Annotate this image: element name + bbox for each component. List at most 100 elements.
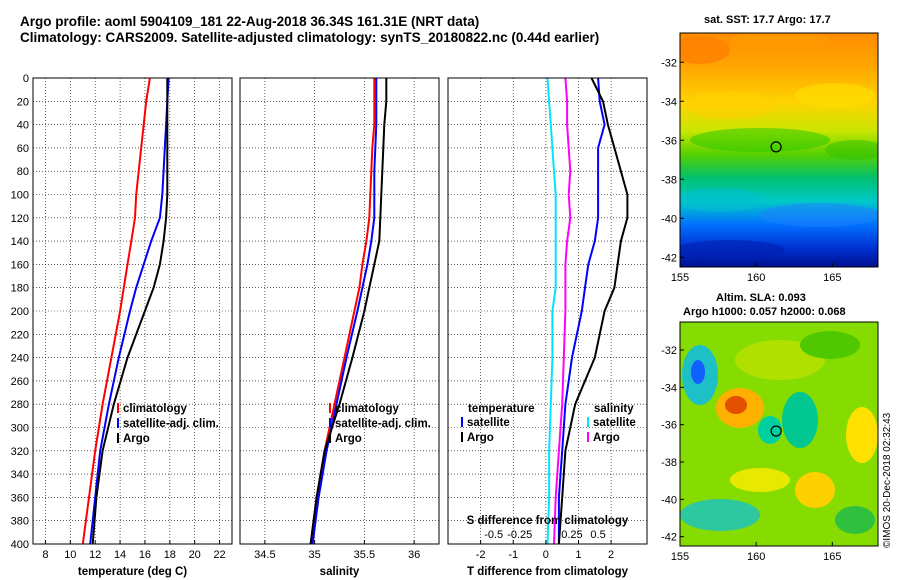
temperature-xtick-label-0: 8 [42, 549, 48, 561]
temperature-legend-label-2: Argo [123, 433, 150, 445]
diff-salinity-legend-label-0: satellite [593, 417, 636, 429]
depth-label-3: 60 [17, 143, 29, 155]
depth-label-4: 80 [17, 166, 29, 178]
depth-label-16: 320 [11, 446, 29, 458]
difference-series-2 [546, 77, 557, 545]
difference-xtick-label-2: 0 [543, 549, 549, 561]
salinity-panel: 34.5 35 35.5 36 salinity [239, 77, 440, 578]
depth-label-0: 0 [23, 73, 29, 85]
sla-patches [680, 331, 878, 534]
sst-frame [679, 32, 879, 268]
sla-ytick-label-5: -42 [661, 532, 677, 544]
difference-series-0 [557, 77, 606, 544]
depth-label-2: 40 [17, 120, 29, 132]
sst-ytick-label-0: -32 [661, 57, 677, 69]
temperature-legend-label-0: climatology [123, 403, 188, 415]
temperature-series-2 [91, 78, 169, 545]
difference-frame [447, 77, 648, 545]
temperature-xtick-label-4: 16 [139, 549, 151, 561]
diff-temperature-legend-label-0: satellite [467, 417, 510, 429]
diff-s-tick-label-2: 0.25 [561, 529, 582, 541]
temperature-series-0 [81, 77, 151, 545]
salinity-xtick-label-0: 34.5 [254, 549, 275, 561]
difference-xlabel: T difference from climatology [467, 566, 629, 578]
depth-label-7: 140 [11, 236, 29, 248]
sla-map: 155 160 165 -32 -34 -36 -38 -40 -42 [661, 321, 879, 563]
temperature-xtick-label-1: 10 [64, 549, 76, 561]
diff-legend-temperature-title: temperature [468, 403, 534, 415]
diff-s-tick-label-0: -0.5 [484, 529, 503, 541]
sla-ytick-label-2: -36 [661, 420, 677, 432]
salinity-xlabel: salinity [320, 566, 360, 578]
diff-s-tick-label-1: -0.25 [507, 529, 532, 541]
temperature-series-1 [89, 77, 170, 545]
temperature-xtick-label-7: 22 [213, 549, 225, 561]
sla-argo-marker [770, 425, 782, 437]
diff-top-xlabel: S difference from climatology [467, 515, 629, 527]
temperature-xtick-label-2: 12 [89, 549, 101, 561]
depth-label-18: 360 [11, 492, 29, 504]
salinity-frame [239, 77, 440, 545]
difference-xtick-label-0: -2 [476, 549, 486, 561]
depth-label-10: 200 [11, 306, 29, 318]
depth-label-6: 120 [11, 213, 29, 225]
depth-label-14: 280 [11, 399, 29, 411]
sla-xtick-label-1: 160 [747, 551, 765, 563]
temperature-xtick-label-3: 14 [114, 549, 126, 561]
sla-ytick-label-0: -32 [661, 345, 677, 357]
sst-xtick-label-2: 165 [823, 272, 841, 284]
depth-label-9: 180 [11, 283, 29, 295]
temperature-frame [32, 77, 233, 545]
depth-label-20: 400 [11, 539, 29, 551]
sla-frame [679, 321, 879, 547]
temperature-xtick-label-6: 20 [189, 549, 201, 561]
sst-ytick-label-5: -42 [661, 252, 677, 264]
sst-axes: 155 160 165 -32 -34 -36 -38 -40 -42 [661, 57, 841, 284]
depth-label-12: 240 [11, 353, 29, 365]
sla-ytick-label-4: -40 [661, 494, 677, 506]
difference-panel: -2 -1 0 1 2 T difference from climatology [447, 77, 648, 578]
sla-xtick-label-0: 155 [671, 551, 689, 563]
salinity-xtick-label-1: 35 [309, 549, 321, 561]
depth-label-11: 220 [11, 329, 29, 341]
depth-label-1: 20 [17, 96, 29, 108]
salinity-legend-label-1: satellite-adj. clim. [335, 418, 431, 430]
diff-s-tick-label-3: 0.5 [590, 529, 605, 541]
salinity-series-2 [309, 78, 388, 545]
salinity-legend-label-0: climatology [335, 403, 400, 415]
temperature-legend-label-1: satellite-adj. clim. [123, 418, 219, 430]
depth-label-5: 100 [11, 190, 29, 202]
diff-temperature-legend-label-1: Argo [467, 432, 494, 444]
temperature-xlabel: temperature (deg C) [78, 566, 187, 578]
figure-title-line-2: Climatology: CARS2009. Satellite-adjuste… [20, 30, 600, 45]
difference-xtick-label-4: 2 [608, 549, 614, 561]
salinity-xtick-label-2: 35.5 [354, 549, 375, 561]
sst-xtick-label-0: 155 [671, 272, 689, 284]
depth-label-8: 160 [11, 259, 29, 271]
sst-argo-marker [770, 141, 782, 153]
temperature-panel: 8 10 12 14 16 18 20 22 temperature (deg C) [32, 77, 233, 578]
sla-xtick-label-2: 165 [823, 551, 841, 563]
temperature-xtick-label-5: 18 [164, 549, 176, 561]
sst-ytick-label-1: -34 [661, 96, 677, 108]
difference-xtick-label-1: -1 [508, 549, 518, 561]
salinity-xtick-label-3: 36 [408, 549, 420, 561]
diff-legend-salinity-title: salinity [594, 403, 634, 415]
sst-patches [680, 33, 878, 260]
sla-axes: 155 160 165 -32 -34 -36 -38 -40 -42 [661, 345, 841, 563]
sst-ytick-label-3: -38 [661, 174, 677, 186]
difference-series-3 [553, 77, 572, 545]
difference-series-1 [557, 77, 629, 545]
sst-map: 155 160 165 -32 -34 -36 -38 -40 -42 [661, 32, 879, 284]
sst-ytick-label-4: -40 [661, 213, 677, 225]
depth-label-15: 300 [11, 423, 29, 435]
sla-ytick-label-3: -38 [661, 457, 677, 469]
sst-xtick-label-1: 160 [747, 272, 765, 284]
depth-label-17: 340 [11, 469, 29, 481]
sla-ytick-label-1: -34 [661, 382, 677, 394]
sst-map-title: sat. SST: 17.7 Argo: 17.7 [704, 14, 831, 26]
salinity-legend-label-2: Argo [335, 433, 362, 445]
difference-xtick-label-3: 1 [575, 549, 581, 561]
